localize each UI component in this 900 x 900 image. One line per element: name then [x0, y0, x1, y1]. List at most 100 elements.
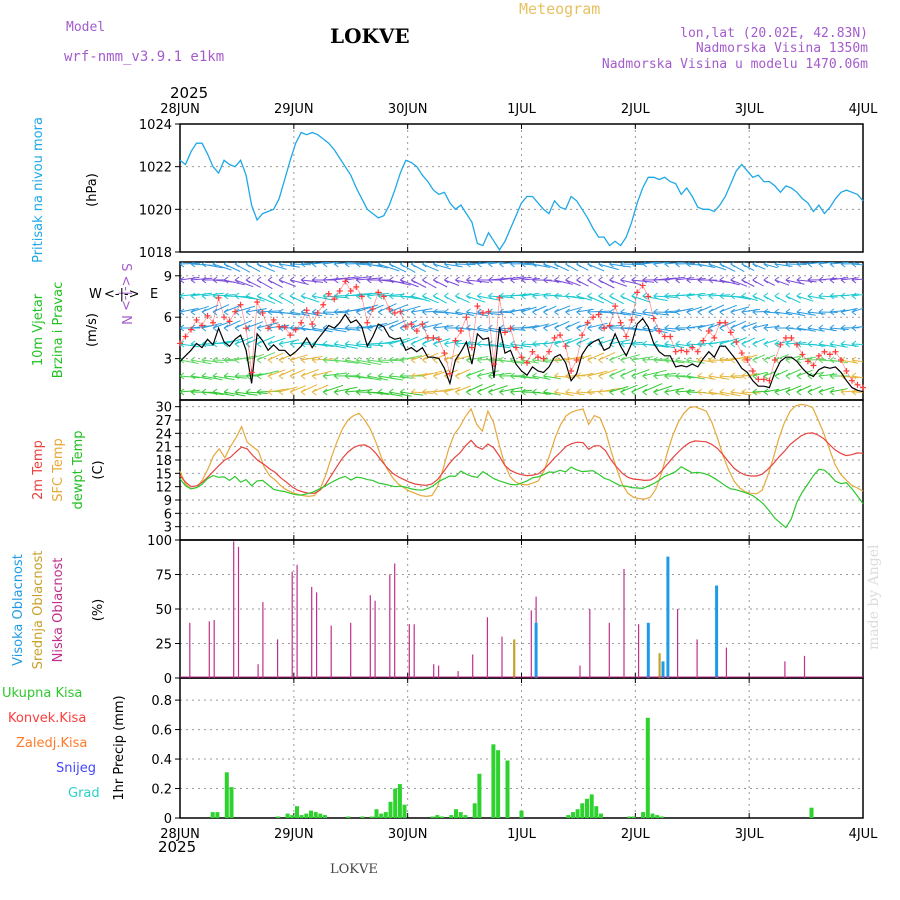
wind-arrow — [785, 279, 805, 285]
wind-arrow-head — [675, 359, 681, 364]
wind-arrow-head — [245, 262, 250, 265]
wind-arrow-head — [410, 263, 416, 268]
cloud-bar-low — [389, 574, 391, 678]
wind-arrow-head — [598, 262, 603, 265]
wind-arrow-head — [289, 343, 295, 348]
wind-arrow-head — [433, 388, 438, 393]
cloud-bar-low — [638, 624, 640, 678]
wind-arrow-head — [444, 276, 449, 281]
wind-arrow — [290, 385, 307, 393]
wind-arrow-head — [609, 359, 614, 364]
wind-arrow-head — [719, 356, 725, 361]
wind-arrow-head — [785, 388, 791, 393]
wind-arrow-head — [488, 391, 493, 396]
wind-arrow-head — [355, 340, 361, 345]
wind-arrow-head — [466, 308, 471, 313]
wind-arrow-head — [300, 356, 306, 361]
wind-arrow-head — [256, 375, 262, 380]
wind-arrow-head — [245, 308, 251, 313]
wind-arrow-head — [631, 279, 637, 284]
wind-arrow-head — [212, 292, 218, 297]
wind-arrow-head — [488, 356, 493, 361]
wind-arrow-head — [708, 276, 714, 281]
legend-total-rain: Ukupna Kisa — [2, 686, 83, 701]
wind-arrow-head — [763, 359, 769, 364]
wind-arrow — [752, 295, 766, 302]
wind-arrow — [620, 354, 640, 361]
wind-arrow-head — [488, 276, 493, 281]
wind-arrow — [289, 368, 306, 377]
cloud-bar-high — [534, 622, 538, 678]
wind-arrow-head — [388, 295, 394, 300]
wind-arrow-head — [466, 295, 471, 300]
wind-arrow-head — [532, 340, 537, 345]
wind-arrow-head — [366, 292, 372, 297]
wind-arrow — [653, 372, 677, 377]
wind-arrow-head — [521, 262, 525, 265]
wind-arrow — [796, 369, 813, 377]
wind-arrow-head — [223, 292, 229, 297]
wind-arrow-head — [223, 343, 229, 348]
wind-arrow-head — [686, 375, 692, 380]
y-tick-label: 0.6 — [151, 724, 172, 739]
wind-arrow — [774, 263, 793, 267]
wind-arrow — [774, 387, 791, 393]
wind-arrow-head — [180, 276, 185, 281]
y-tick-label: 0 — [164, 672, 172, 687]
wind-arrow-head — [565, 356, 570, 361]
wind-arrow-head — [785, 372, 791, 377]
wind-arrow — [543, 305, 557, 313]
wind-arrow — [554, 279, 574, 285]
wind-arrow — [389, 391, 412, 397]
wind-arrow-head — [234, 311, 240, 316]
wind-arrow-head — [840, 292, 846, 297]
wind-arrow — [675, 263, 696, 265]
wind-arrow-head — [609, 327, 614, 332]
wind-arrow-head — [256, 324, 262, 329]
wind-arrow-head — [344, 292, 350, 297]
wind-arrow — [521, 325, 540, 329]
wind-arrow-head — [664, 262, 669, 265]
wind-arrow-head — [388, 372, 394, 377]
wind-arrow-head — [278, 279, 284, 284]
wind-arrow-head — [752, 359, 758, 364]
wind-arrow-head — [433, 343, 438, 348]
wind-arrow-head — [399, 327, 405, 332]
wind-arrow — [466, 279, 490, 283]
panel-frame — [179, 677, 864, 819]
wind-arrow-head — [344, 375, 350, 380]
wind-arrow-head — [719, 279, 725, 284]
wind-arrow-head — [807, 276, 813, 281]
wind-arrow — [565, 306, 583, 313]
y-tick-label: 0.8 — [151, 694, 172, 709]
wind-arrow — [763, 388, 780, 393]
wind-arrow-head — [554, 372, 559, 377]
wind-arrow-head — [377, 391, 383, 396]
wind-arrow-head — [620, 356, 625, 361]
wind-arrow-head — [642, 327, 648, 332]
wind-arrow — [785, 385, 802, 393]
wind-arrow-head — [278, 356, 284, 361]
wind-arrow — [686, 278, 706, 281]
pressure-line — [179, 131, 864, 252]
x-tick-label-bottom: 28JUN — [160, 827, 200, 842]
wind-arrow-head — [631, 356, 637, 361]
wind-arrow-head — [444, 308, 449, 313]
wind-arrow — [653, 343, 676, 349]
wind-arrow — [256, 295, 276, 305]
wind-arrow — [675, 375, 695, 379]
wind-arrow-head — [422, 372, 427, 377]
wind-arrow-head — [796, 263, 802, 268]
wind-arrow-head — [190, 262, 195, 265]
wind-arrow-head — [741, 308, 747, 313]
wind-arrow — [455, 385, 471, 393]
wind-arrow-head — [311, 279, 317, 284]
wind-arrow-head — [322, 276, 328, 281]
wind-arrow-head — [796, 262, 801, 265]
wind-arrow-head — [543, 324, 548, 329]
wind-arrow-head — [300, 262, 305, 265]
wind-arrow-head — [223, 388, 229, 393]
wind-arrow-head — [642, 292, 648, 297]
cloud-bar-low — [608, 622, 610, 678]
wind-arrow-head — [477, 359, 482, 364]
